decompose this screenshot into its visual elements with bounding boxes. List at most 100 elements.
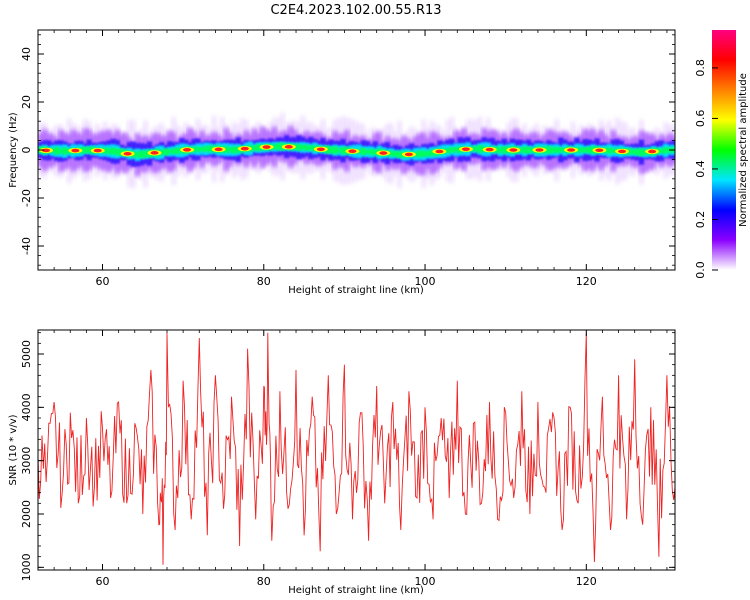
spectrogram-ticks	[37, 30, 675, 270]
x-tick-label: 60	[96, 275, 110, 288]
snr-ticks	[37, 330, 675, 570]
spectrogram-peak-spot	[404, 152, 413, 157]
y-tick-label: -40	[20, 237, 33, 255]
snr-x-tick-labels: 60 80 100 120	[96, 575, 597, 588]
spectrogram-green-core	[449, 147, 455, 153]
spectrogram-green-core	[606, 147, 612, 154]
spectrogram-peak-spot	[71, 148, 80, 153]
spectrogram-green-core	[582, 147, 588, 153]
colorbar-tick-labels: 0.0 0.2 0.4 0.6 0.8	[694, 59, 707, 279]
spectrogram-green-core	[296, 144, 302, 151]
figure-title: C2E4.2023.102.00.55.R13	[270, 3, 441, 18]
spectrogram-green-core	[586, 147, 592, 153]
spectrogram-peak-spot	[214, 147, 223, 152]
spectrogram-green-core	[425, 151, 431, 157]
colorbar-label: Normalized spectral amplitude	[738, 73, 749, 227]
spectrogram-green-core	[364, 149, 370, 154]
spectrogram-green-core	[421, 150, 427, 157]
spectrogram-green-core	[102, 147, 108, 154]
spectrogram-green-core	[392, 151, 399, 157]
colorbar: 0.0 0.2 0.4 0.6 0.8 Normalized spectral ampl…	[694, 30, 749, 279]
spectrogram-peak-spot	[284, 145, 293, 149]
spectrogram-x-tick-labels: 60 80 100 120	[96, 275, 597, 288]
spectrogram-green-core	[416, 150, 423, 158]
spectrogram-green-core	[58, 148, 64, 154]
spectrogram-green-core	[255, 144, 262, 152]
spectrogram-green-core	[251, 145, 258, 151]
spectrogram-green-core	[638, 148, 645, 156]
spectrogram-green-core	[453, 147, 459, 153]
spectrogram-peak-spot	[567, 148, 576, 152]
spectrogram-green-core	[642, 150, 649, 155]
y-tick-label: 3000	[20, 447, 33, 475]
spectrogram-green-core	[195, 147, 201, 152]
spectrogram-heatmap	[38, 112, 675, 189]
x-tick-label: 80	[257, 575, 271, 588]
colorbar-tick-label: 0.6	[694, 110, 707, 128]
y-tick-label: 1000	[20, 553, 33, 581]
x-tick-label: 60	[96, 575, 110, 588]
spectrogram-green-core	[558, 147, 564, 153]
spectrogram-panel: 60 80 100 120 -40 -20 0 20 40 Height of straigh…	[8, 29, 676, 296]
spectrogram-peak-spot	[183, 148, 192, 152]
y-tick-label: 0	[20, 147, 33, 154]
spectrogram-green-core	[340, 147, 346, 155]
spectrogram-y-tick-labels: -40 -20 0 20 40	[20, 47, 33, 255]
spectrogram-green-core	[550, 147, 556, 153]
colorbar-tick-label: 0.4	[694, 160, 707, 178]
spectrogram-green-core	[118, 149, 125, 156]
spectrogram-green-core	[110, 147, 117, 155]
spectrogram-green-core	[308, 145, 314, 151]
spectrogram-green-core	[634, 148, 641, 156]
spectrogram-green-core	[134, 152, 141, 158]
spectrogram-peak-spot	[648, 149, 657, 154]
spectrogram-peak-spot	[93, 148, 102, 153]
spectrogram-green-core	[372, 149, 379, 155]
spectrogram-peak-spot	[595, 148, 604, 153]
spectrogram-green-core	[199, 146, 205, 152]
spectrogram-green-core	[142, 150, 149, 158]
spectrogram-green-core	[328, 146, 334, 154]
spectrogram-green-core	[203, 146, 209, 152]
snr-y-tick-labels: 1000 2000 3000 4000 5000	[20, 340, 33, 581]
colorbar-tick-label: 0.0	[694, 261, 707, 279]
spectrogram-green-core	[473, 146, 479, 152]
spectrogram-peak-spot	[262, 145, 271, 149]
y-tick-label: 2000	[20, 500, 33, 528]
spectrogram-peak-spot	[123, 151, 132, 156]
x-tick-label: 80	[257, 275, 271, 288]
spectrogram-peak-spot	[535, 148, 544, 152]
spectrogram-peak-spot	[485, 147, 494, 152]
colorbar-tick-label: 0.8	[694, 59, 707, 77]
y-tick-label: 20	[20, 95, 33, 109]
spectrogram-peak-spot	[316, 147, 325, 152]
spectrogram-green-core	[300, 144, 306, 150]
spectrogram-green-core	[332, 146, 338, 154]
colorbar-tick-label: 0.2	[694, 211, 707, 229]
spectrogram-green-core	[610, 148, 616, 154]
spectrogram-peak-spot	[240, 146, 249, 151]
spectrogram-peak-spot	[618, 149, 627, 154]
spectrogram-green-core	[658, 148, 665, 153]
spectrogram-y-axis-label: Frequency (Hz)	[8, 112, 19, 188]
spectrogram-green-core	[662, 147, 669, 154]
spectrogram-green-core	[445, 148, 451, 154]
spectrogram-green-core	[388, 151, 395, 157]
spectrogram-peak-spot	[42, 148, 51, 153]
snr-x-axis-label: Height of straight line (km)	[288, 585, 424, 596]
spectrogram-green-core	[175, 147, 181, 154]
spectrogram-green-core	[429, 150, 435, 156]
spectrogram-green-core	[521, 146, 528, 154]
spectrogram-peak-spot	[435, 149, 444, 154]
spectrogram-green-core	[497, 147, 504, 153]
spectrogram-green-core	[578, 147, 584, 153]
spectrogram-green-core	[86, 147, 92, 153]
x-tick-label: 120	[576, 275, 597, 288]
spectrogram-green-core	[207, 145, 213, 152]
spectrogram-green-core	[626, 148, 633, 155]
spectrogram-green-core	[171, 148, 177, 154]
spectrogram-green-core	[231, 146, 237, 154]
colorbar-ticks	[712, 67, 718, 271]
spectrogram-green-core	[167, 149, 173, 154]
x-tick-label: 100	[415, 575, 436, 588]
